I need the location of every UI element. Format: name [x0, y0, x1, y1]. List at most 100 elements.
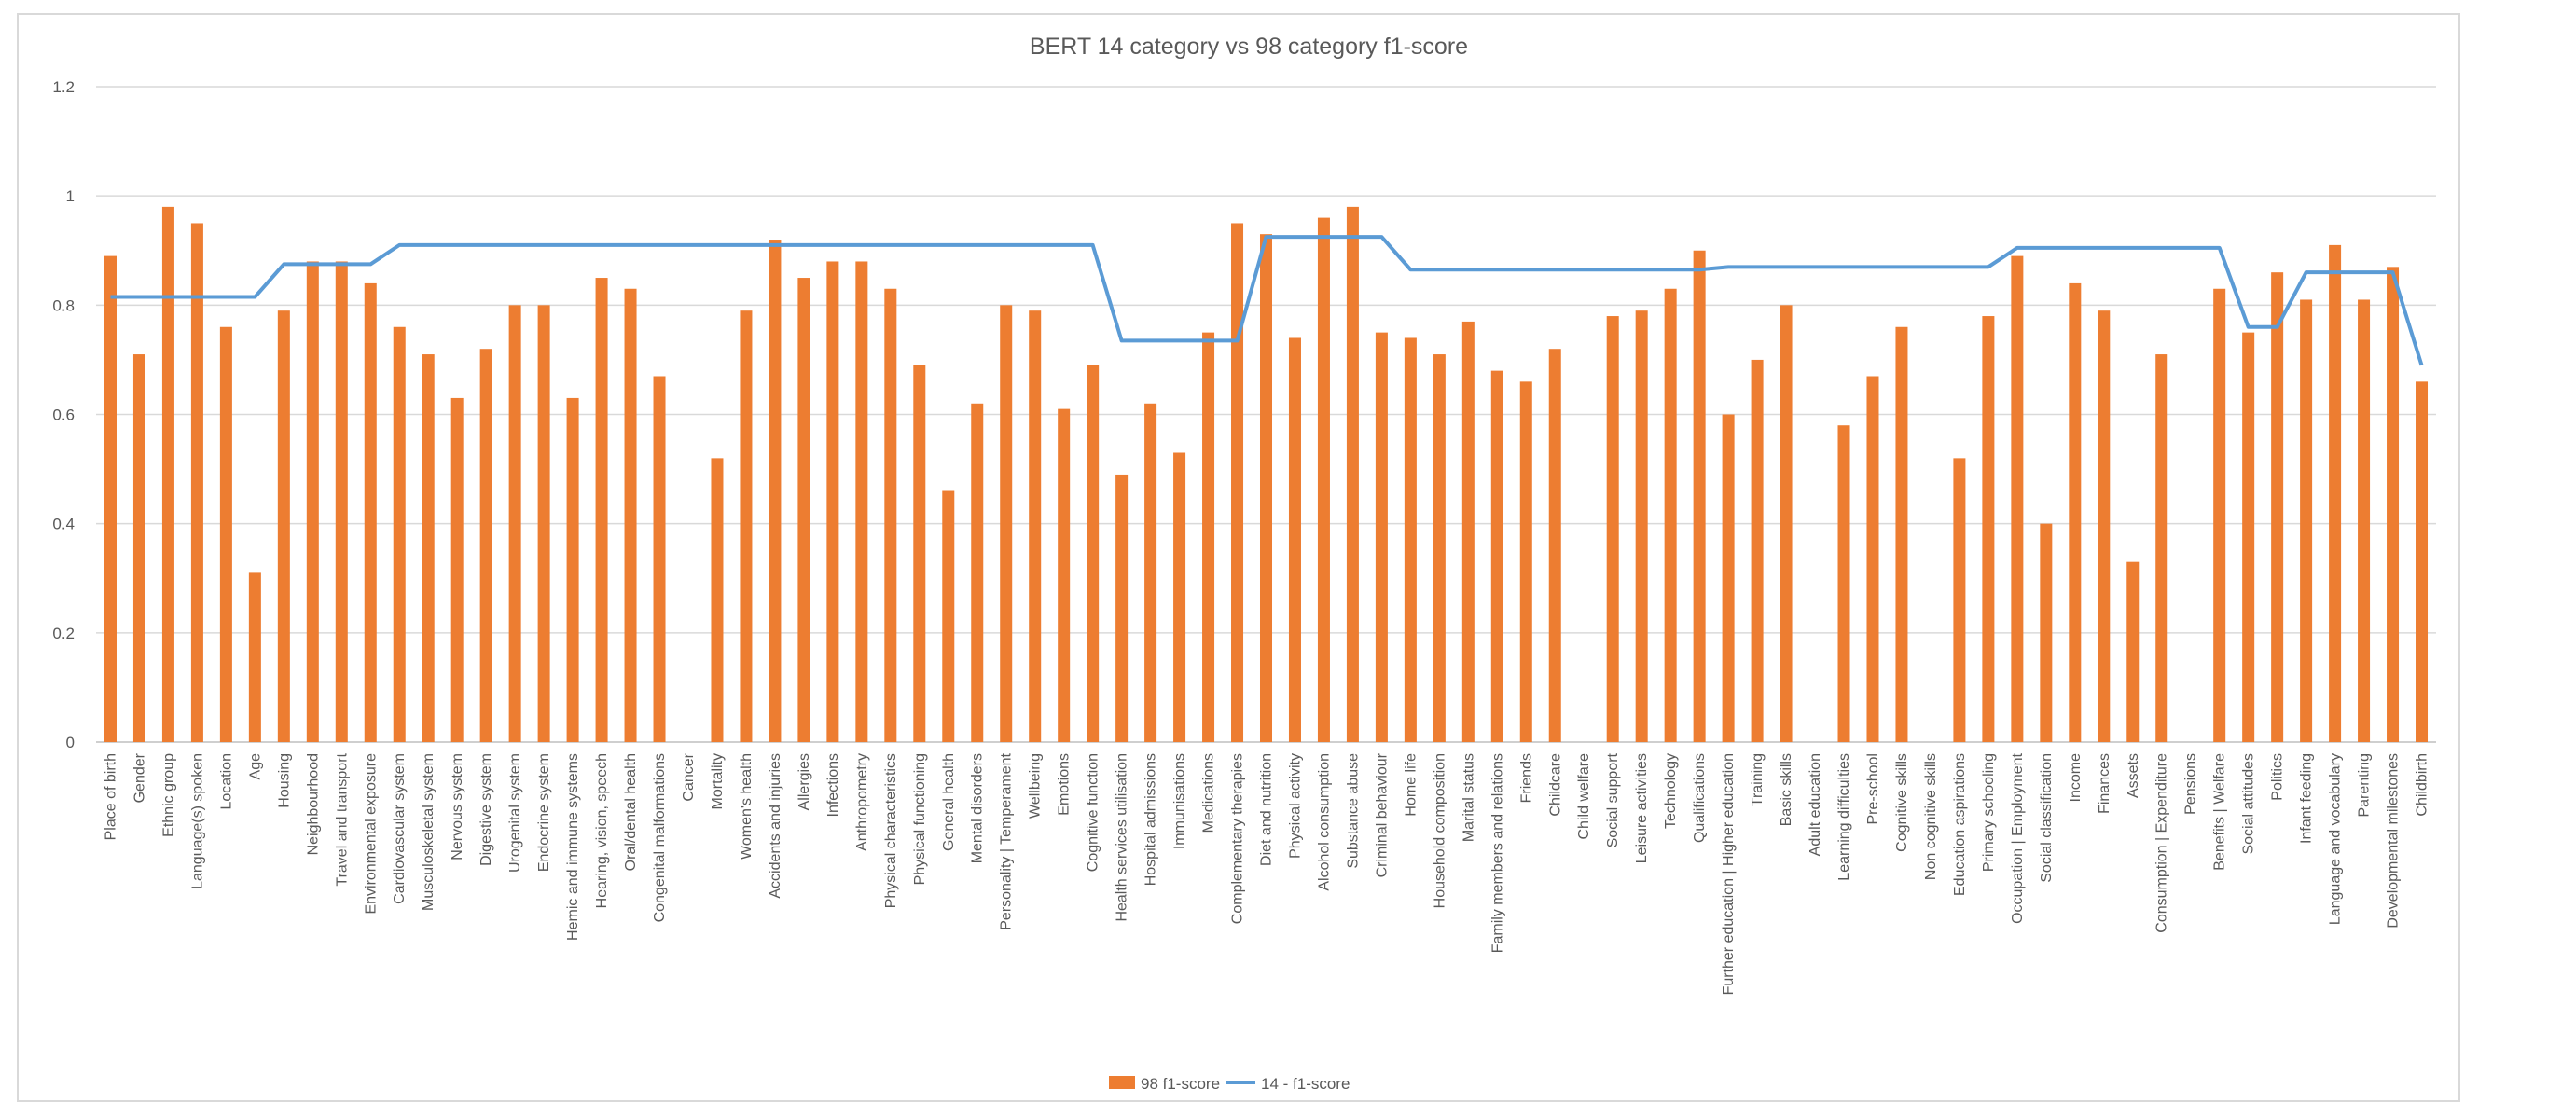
x-axis-labels: Place of birth Gender Ethnic group Language…	[103, 752, 2430, 995]
y-tick-label: 0	[66, 734, 75, 751]
bar	[1866, 376, 1879, 742]
x-tick-label: General health	[941, 753, 957, 851]
x-tick-label: Physical functioning	[912, 753, 928, 885]
x-tick-label: Occupation | Employment	[2010, 752, 2026, 923]
x-tick-label: Language and vocabulary	[2328, 753, 2344, 925]
bar	[797, 278, 810, 742]
bar	[2126, 561, 2140, 742]
x-tick-label: Anthropometry	[854, 753, 870, 851]
x-tick-label: Travel and transport	[334, 752, 350, 886]
x-tick-label: Criminal behaviour	[1374, 752, 1390, 877]
bar	[1519, 381, 1532, 742]
y-tick-label: 1.2	[52, 78, 75, 96]
x-tick-label: Pre-school	[1865, 753, 1881, 824]
x-tick-label: Cognitive function	[1086, 753, 1101, 872]
bar	[971, 403, 984, 742]
x-tick-label: Pensions	[2183, 753, 2199, 815]
x-tick-label: Digestive system	[478, 753, 494, 866]
x-tick-label: Social attitudes	[2241, 753, 2257, 855]
x-tick-label: Family members and relations	[1489, 753, 1505, 953]
bar	[1722, 414, 1735, 742]
x-tick-label: Basic skills	[1779, 753, 1794, 826]
bar	[2011, 255, 2024, 742]
x-tick-label: Learning difficulties	[1836, 753, 1852, 881]
x-tick-label: Environmental exposure	[363, 753, 379, 915]
bar	[1982, 316, 1995, 742]
bar	[769, 240, 782, 742]
x-tick-label: Health services utilisation	[1115, 753, 1130, 922]
bar	[826, 261, 839, 742]
bar	[335, 261, 348, 742]
bar	[566, 397, 579, 742]
bar	[508, 305, 521, 742]
x-tick-label: Ethnic group	[160, 753, 176, 837]
x-tick-label: Endocrine system	[536, 753, 552, 872]
bar	[422, 354, 435, 742]
bar	[1461, 321, 1475, 742]
x-tick-label: Mortality	[710, 753, 726, 809]
bar	[1693, 250, 1706, 742]
bar	[1404, 337, 1417, 742]
x-tick-label: Non cognitive skills	[1923, 753, 1939, 880]
bar	[190, 223, 203, 743]
x-tick-label: Childbirth	[2415, 753, 2431, 817]
x-tick-label: Training	[1750, 753, 1766, 806]
x-tick-label: Politics	[2270, 753, 2286, 801]
bar	[1346, 206, 1359, 743]
bar	[364, 282, 377, 742]
bar	[884, 288, 897, 742]
x-tick-label: Marital status	[1461, 753, 1476, 842]
x-tick-label: Income	[2068, 753, 2084, 803]
x-tick-label: Household composition	[1432, 753, 1447, 908]
bar	[1087, 365, 1100, 742]
x-tick-label: Social classification	[2039, 753, 2055, 883]
bar	[1259, 234, 1273, 743]
x-tick-label: Cancer	[681, 752, 697, 801]
x-tick-label: Nervous system	[450, 753, 465, 860]
bar	[2242, 332, 2255, 742]
bar	[1115, 474, 1129, 742]
bar-series	[104, 206, 2429, 743]
bar	[624, 288, 637, 742]
bar	[1837, 425, 1850, 742]
bar	[1433, 354, 1446, 742]
y-tick-label: 0.8	[52, 296, 75, 314]
x-tick-label: Gender	[132, 752, 147, 803]
x-tick-label: Cognitive skills	[1894, 753, 1910, 852]
x-tick-label: Accidents and injuries	[768, 753, 783, 899]
bar	[1548, 349, 1561, 742]
x-tick-label: Language(s) spoken	[189, 753, 205, 889]
bar	[1202, 332, 1215, 742]
x-tick-label: Consumption | Expenditure	[2154, 753, 2170, 933]
x-tick-label: Technology	[1663, 753, 1679, 829]
bar	[740, 310, 753, 742]
x-tick-label: Childcare	[1547, 753, 1563, 817]
bar	[248, 572, 261, 742]
bar	[1751, 359, 1764, 742]
x-tick-label: Benefits | Welfare	[2212, 753, 2228, 871]
x-tick-label: Emotions	[1057, 753, 1073, 816]
x-tick-label: Place of birth	[103, 753, 118, 840]
x-tick-label: Location	[218, 753, 234, 810]
y-tick-label: 1	[66, 187, 75, 205]
x-tick-label: Medications	[1201, 753, 1217, 833]
x-tick-label: Finances	[2097, 753, 2112, 814]
bar	[653, 376, 666, 742]
bar	[277, 310, 290, 742]
x-tick-label: Congenital malformations	[652, 753, 668, 922]
x-tick-label: Wellbeing	[1028, 753, 1044, 819]
bar	[104, 255, 117, 742]
y-axis-ticks: 0 0.2 0.4 0.6 0.8 1 1.2	[52, 78, 75, 751]
bar	[2213, 288, 2226, 742]
bar	[1029, 310, 1042, 742]
bar	[161, 206, 174, 743]
bar	[393, 326, 406, 742]
bar	[132, 354, 145, 742]
x-tick-label: Personality | Temperament	[999, 752, 1015, 929]
x-tick-label: Age	[247, 753, 263, 780]
x-tick-label: Hearing, vision, speech	[594, 753, 610, 908]
chart-title: BERT 14 category vs 98 category f1-score	[1030, 34, 1468, 60]
bar	[479, 349, 492, 742]
bar	[2155, 354, 2168, 742]
